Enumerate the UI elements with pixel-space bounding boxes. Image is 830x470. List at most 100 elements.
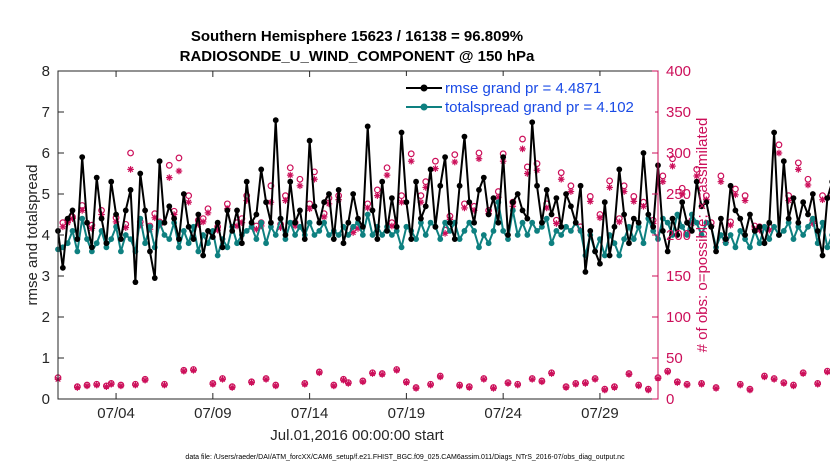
obs-assimilated-point [306, 205, 313, 213]
rmse-point [384, 228, 390, 234]
obs-assimilated-point [374, 192, 381, 199]
rmse-point [572, 219, 579, 226]
y-tick-label-right: 250 [666, 186, 691, 203]
x-tick-label: 07/19 [388, 405, 426, 422]
y-tick-label-right: 0 [666, 391, 674, 408]
obs-assimilated-point [180, 367, 188, 375]
rmse-point [316, 219, 323, 226]
totalspread-point [166, 236, 173, 243]
totalspread-point [185, 240, 192, 247]
rmse-point [393, 223, 400, 230]
rmse-point [422, 203, 429, 210]
obs-assimilated-point [393, 367, 401, 374]
rmse-point [272, 117, 279, 124]
y-tick-label-left: 4 [42, 227, 50, 244]
totalspread-point [819, 219, 826, 226]
rmse-point [505, 232, 511, 238]
rmse-point [64, 215, 71, 222]
rmse-point [234, 207, 240, 214]
obs-possible-point [659, 172, 667, 180]
obs-assimilated-point [606, 184, 613, 191]
rmse-point [490, 195, 497, 202]
spread-layer [55, 199, 830, 259]
rmse-point [122, 207, 129, 214]
rmse-point [524, 215, 531, 222]
totalspread-point [809, 215, 816, 222]
obs-assimilated-point [669, 162, 676, 170]
totalspread-point [413, 236, 419, 243]
y-axis-label-left: rmse and totalspread [24, 165, 41, 306]
rmse-point [142, 207, 148, 214]
legend-rmse-marker [420, 84, 428, 92]
rmse-point [732, 207, 739, 214]
totalspread-point [543, 215, 550, 222]
obs-assimilated-point [185, 198, 192, 206]
totalspread-point [427, 219, 434, 226]
obs-assimilated-point [132, 381, 139, 389]
totalspread-point [214, 252, 221, 259]
obs-assimilated-point [814, 380, 821, 388]
obs-assimilated-point [761, 373, 768, 381]
rmse-point [626, 240, 632, 247]
rmse-point [737, 215, 744, 222]
totalspread-point [287, 219, 294, 226]
totalspread-point [359, 232, 366, 238]
axes-layer: 0 1 2 3 4 5 6 7 8 0 50 100 150 200 250 300 350 400 07/04 07… [42, 63, 691, 422]
rmse-point [248, 219, 255, 226]
x-tick-label: 07/04 [97, 405, 135, 422]
obs-assimilated-point [625, 371, 633, 378]
obs-assimilated-point [693, 172, 701, 180]
obs-assimilated-point [519, 145, 526, 153]
totalspread-point [335, 232, 342, 238]
totalspread-point [176, 244, 182, 251]
rmse-point [306, 137, 313, 144]
obs-assimilated-point [165, 174, 173, 181]
totalspread-point [398, 244, 405, 251]
obs-assimilated-point [596, 214, 604, 222]
rmse-point [447, 219, 453, 226]
rmse-point [538, 219, 545, 226]
totalspread-point [442, 219, 448, 226]
totalspread-point [248, 223, 255, 230]
obs-possible-point [693, 165, 701, 173]
obs-assimilated-point [635, 382, 642, 390]
rmse-point [814, 228, 821, 234]
rmse-point [451, 236, 458, 243]
rmse-point [563, 191, 569, 197]
obs-assimilated-point [698, 380, 705, 388]
x-tick-label: 07/14 [291, 405, 329, 422]
rmse-point [335, 187, 342, 193]
rmse-point [166, 203, 173, 210]
totalspread-point [616, 252, 623, 259]
rmse-point [413, 178, 419, 185]
obs-assimilated-point [678, 190, 686, 198]
obs-assimilated-point [461, 204, 468, 212]
rmse-point [684, 219, 690, 226]
totalspread-point [147, 223, 153, 230]
rmse-point [403, 199, 410, 206]
rmse-point [606, 252, 613, 259]
totalspread-point [79, 215, 86, 222]
x-tick-label: 07/24 [484, 405, 522, 422]
obs-assimilated-point [514, 381, 521, 389]
obs-assimilated-point [572, 380, 580, 388]
rmse-point [776, 232, 782, 238]
rmse-point [432, 223, 439, 230]
rmse-point [592, 248, 598, 255]
rmse-point [418, 215, 424, 222]
legend-spread-marker [420, 103, 428, 111]
obs-assimilated-point [504, 380, 512, 387]
totalspread-point [538, 223, 545, 230]
rmse-point [771, 129, 778, 136]
rmse-point [480, 174, 487, 181]
totalspread-point [485, 240, 492, 247]
rmse-point [761, 240, 768, 247]
obs-possible-point [432, 157, 439, 165]
totalspread-point [756, 240, 763, 247]
rmse-point [345, 219, 352, 226]
obs-possible-point [127, 149, 134, 157]
rmse-point [558, 223, 565, 230]
totalspread-point [524, 232, 531, 238]
obs-assimilated-point [403, 379, 410, 386]
